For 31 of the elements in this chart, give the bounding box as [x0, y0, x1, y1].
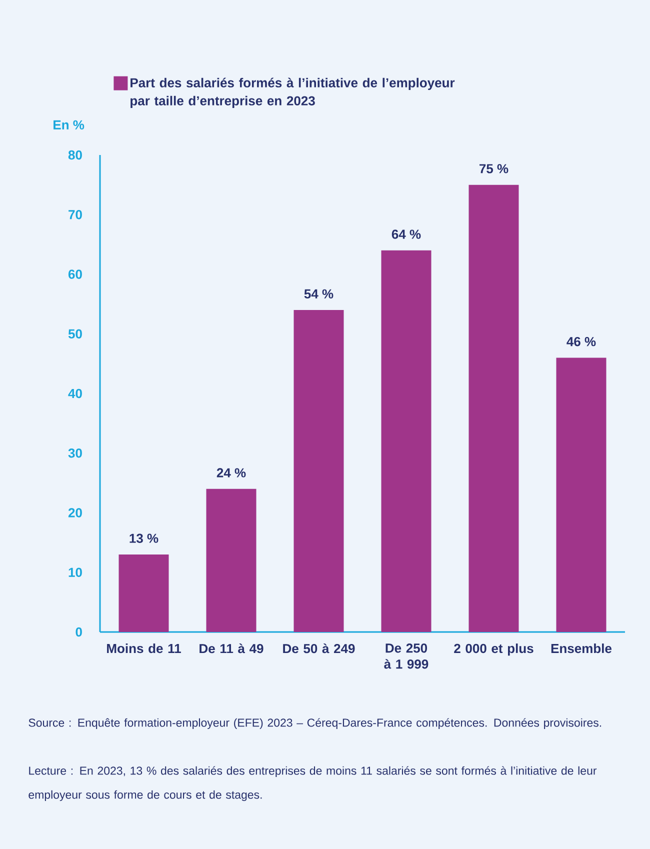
- data-label: 54 %: [304, 289, 334, 298]
- bar: [381, 250, 432, 632]
- data-label: 24 %: [216, 468, 246, 478]
- x-tick-label: 2 000 et plus: [454, 644, 534, 656]
- x-tick-label: De 250 à 1 999: [384, 644, 428, 669]
- data-label: 64 %: [392, 230, 421, 239]
- x-tick-label: De 11 à 49: [200, 644, 264, 654]
- x-tick-label: Moins de 11: [107, 644, 181, 654]
- y-tick-label: 0: [76, 627, 82, 637]
- y-tick-label: 80: [68, 150, 82, 160]
- bar: [294, 310, 344, 632]
- bar: [556, 358, 606, 632]
- data-label: 75 %: [479, 164, 508, 174]
- y-tick-label: 70: [68, 210, 82, 220]
- text: Lecture : En 2023, 13 % des salariés des entreprises de moins 11 salariés se sont formés à l’initiative de leur employeur sous forme de cours et de stages.: [28, 766, 597, 802]
- y-tick-label: 60: [68, 270, 82, 279]
- y-axis-title: En %: [54, 120, 84, 130]
- y-tick-label: 10: [68, 568, 82, 577]
- legend-label: Part des salariés formés à l’initiative de l’employeur par taille d’entreprise en 2023: [130, 78, 455, 108]
- data-label: 46 %: [566, 336, 596, 346]
- y-tick-label: 30: [68, 448, 82, 458]
- data-label: 13 %: [130, 534, 158, 543]
- bar: [206, 488, 256, 632]
- bar: [468, 184, 519, 632]
- y-tick-label: 20: [68, 508, 82, 518]
- x-tick-label: Ensemble: [551, 644, 612, 654]
- x-tick-label: De 50 à 249: [283, 644, 355, 654]
- source-note: Source : Enquête formation-employeur (EFE) 2023 – Céreq-Dares-France compétences. Données provisoires.: [28, 718, 602, 730]
- y-tick-label: 50: [68, 329, 82, 338]
- bar: [118, 554, 169, 632]
- y-tick-label: 40: [68, 388, 82, 398]
